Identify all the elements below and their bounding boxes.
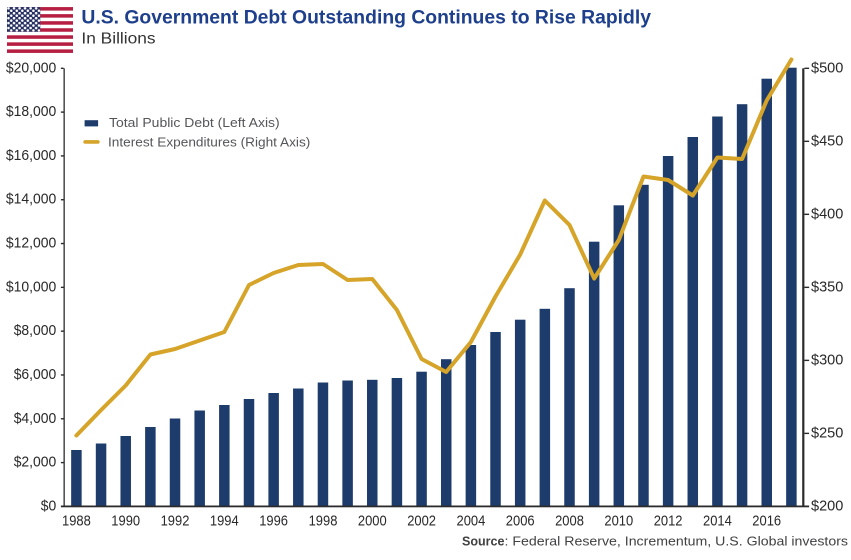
- svg-text:$300: $300: [811, 352, 843, 369]
- svg-text:$450: $450: [811, 133, 843, 150]
- svg-text:$6,000: $6,000: [14, 366, 57, 383]
- svg-text:2010: 2010: [604, 513, 633, 530]
- svg-text:$14,000: $14,000: [6, 191, 56, 208]
- svg-text:$2,000: $2,000: [14, 454, 57, 471]
- svg-text:2006: 2006: [506, 513, 535, 530]
- svg-text:$250: $250: [811, 425, 843, 442]
- svg-text:: Federal Reserve, Incrementum: : Federal Reserve, Incrementum, U.S. Glo…: [505, 534, 849, 549]
- svg-text:$200: $200: [811, 498, 843, 515]
- svg-text:Source: Source: [462, 534, 505, 549]
- svg-text:1994: 1994: [210, 513, 239, 530]
- svg-text:$4,000: $4,000: [14, 410, 57, 427]
- svg-text:2014: 2014: [703, 513, 732, 530]
- svg-text:1996: 1996: [259, 513, 288, 530]
- svg-text:$12,000: $12,000: [6, 235, 56, 252]
- svg-text:2012: 2012: [654, 513, 683, 530]
- svg-text:2004: 2004: [457, 513, 486, 530]
- svg-text:U.S. Government Debt Outstandi: U.S. Government Debt Outstanding Continu…: [81, 7, 651, 29]
- svg-text:$350: $350: [811, 279, 843, 296]
- svg-text:In Billions: In Billions: [81, 31, 155, 48]
- svg-text:$10,000: $10,000: [6, 278, 56, 295]
- svg-text:$18,000: $18,000: [6, 103, 56, 120]
- svg-text:2002: 2002: [407, 513, 436, 530]
- svg-text:$16,000: $16,000: [6, 147, 56, 164]
- svg-text:1992: 1992: [161, 513, 190, 530]
- svg-text:$500: $500: [811, 60, 843, 77]
- svg-text:1998: 1998: [309, 513, 338, 530]
- svg-text:$0: $0: [41, 497, 57, 514]
- svg-text:$8,000: $8,000: [14, 322, 57, 339]
- svg-text:1990: 1990: [111, 513, 140, 530]
- svg-text:$400: $400: [811, 206, 843, 223]
- svg-text:Interest Expenditures (Right A: Interest Expenditures (Right Axis): [108, 135, 310, 150]
- svg-text:2016: 2016: [752, 513, 781, 530]
- svg-text:1988: 1988: [62, 513, 91, 530]
- svg-text:2008: 2008: [555, 513, 584, 530]
- svg-text:2000: 2000: [358, 513, 387, 530]
- svg-text:$20,000: $20,000: [6, 59, 56, 76]
- svg-text:Total Public Debt (Left Axis): Total Public Debt (Left Axis): [109, 115, 280, 130]
